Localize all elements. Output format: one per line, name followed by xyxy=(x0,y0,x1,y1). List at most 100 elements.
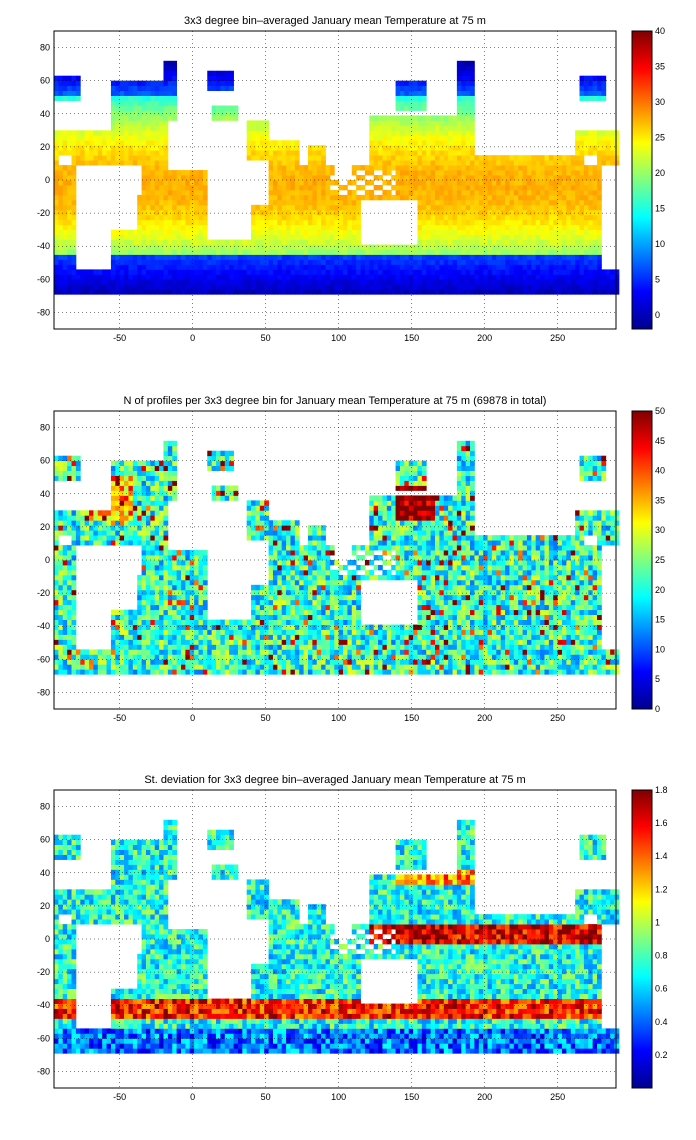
heatmap-cell xyxy=(237,249,243,255)
heatmap-cell xyxy=(159,95,164,101)
heatmap-cell xyxy=(588,229,594,236)
heatmap-cell xyxy=(448,184,453,191)
heatmap-cell xyxy=(154,284,160,290)
heatmap-cell xyxy=(255,254,261,260)
heatmap-cell xyxy=(132,500,138,506)
heatmap-cell xyxy=(75,460,81,467)
heatmap-cell xyxy=(426,145,432,151)
heatmap-cell xyxy=(299,214,305,221)
heatmap-cell xyxy=(531,175,537,181)
heatmap-cell xyxy=(421,135,427,141)
heatmap-cell xyxy=(172,659,178,665)
heatmap-cell xyxy=(461,249,467,255)
heatmap-cell xyxy=(465,95,471,101)
heatmap-cell xyxy=(321,184,326,191)
heatmap-cell xyxy=(491,219,497,226)
heatmap-cell xyxy=(579,184,585,191)
heatmap-cell xyxy=(505,199,510,206)
heatmap-cell xyxy=(426,165,432,171)
heatmap-cell xyxy=(483,175,488,181)
heatmap-cell xyxy=(93,510,99,516)
heatmap-cell xyxy=(233,654,239,660)
heatmap-cell xyxy=(124,110,129,116)
heatmap-cell xyxy=(259,125,265,131)
heatmap-cell xyxy=(597,145,602,151)
heatmap-cell xyxy=(465,259,471,265)
heatmap-cell xyxy=(277,284,283,290)
heatmap-cell xyxy=(434,155,440,161)
heatmap-cell xyxy=(159,525,164,531)
heatmap-cell xyxy=(145,584,151,591)
heatmap-cell xyxy=(382,269,388,275)
heatmap-cell xyxy=(509,165,515,171)
heatmap-cell xyxy=(474,209,480,216)
heatmap-cell xyxy=(378,135,383,141)
heatmap-cell xyxy=(259,525,265,531)
heatmap-cell xyxy=(145,234,151,240)
heatmap-cell xyxy=(80,669,86,675)
heatmap-cell xyxy=(246,525,252,531)
heatmap-cell xyxy=(566,289,572,295)
heatmap-cell xyxy=(110,150,116,156)
heatmap-cell xyxy=(141,214,147,221)
heatmap-cell xyxy=(347,189,353,196)
heatmap-cell xyxy=(470,135,475,141)
heatmap-cell xyxy=(181,264,186,270)
heatmap-cell xyxy=(124,284,129,290)
heatmap-cell xyxy=(211,644,217,650)
heatmap-cell xyxy=(255,624,261,630)
heatmap-cell xyxy=(106,510,112,516)
heatmap-cell xyxy=(452,130,458,136)
heatmap-cell xyxy=(237,279,243,285)
heatmap-cell xyxy=(592,90,598,96)
heatmap-cell xyxy=(237,619,243,625)
heatmap-cell xyxy=(399,150,405,156)
heatmap-cell xyxy=(592,234,598,240)
heatmap-cell xyxy=(268,239,274,245)
heatmap-cell xyxy=(325,234,331,240)
heatmap-cell xyxy=(321,180,326,186)
heatmap-cell xyxy=(421,204,427,211)
heatmap-cell xyxy=(194,189,199,196)
heatmap-cell xyxy=(382,254,388,260)
heatmap-cell xyxy=(465,125,471,131)
heatmap-cell xyxy=(150,145,156,151)
heatmap-cell xyxy=(373,249,379,255)
heatmap-cell xyxy=(299,239,305,245)
heatmap-cell xyxy=(531,199,537,206)
heatmap-cell xyxy=(272,264,278,270)
heatmap-cell xyxy=(58,654,64,660)
heatmap-cell xyxy=(312,175,318,181)
heatmap-cell xyxy=(154,659,160,665)
heatmap-cell xyxy=(294,289,300,295)
heatmap-cell xyxy=(71,194,77,201)
heatmap-cell xyxy=(417,214,423,221)
heatmap-cell xyxy=(71,189,77,196)
heatmap-cell xyxy=(141,465,147,471)
heatmap-cell xyxy=(62,85,68,91)
heatmap-cell xyxy=(106,515,112,521)
heatmap-cell xyxy=(154,120,160,126)
heatmap-cell xyxy=(434,264,440,270)
heatmap-cell xyxy=(356,284,361,290)
heatmap-cell xyxy=(67,279,72,285)
heatmap-cell xyxy=(439,244,445,250)
heatmap-cell xyxy=(233,269,239,275)
heatmap-cell xyxy=(58,239,64,245)
heatmap-cell xyxy=(553,249,559,255)
heatmap-cell xyxy=(62,654,68,660)
heatmap-cell xyxy=(119,249,125,255)
heatmap-cell xyxy=(334,274,340,280)
heatmap-cell xyxy=(251,654,256,660)
heatmap-cell xyxy=(58,515,64,521)
heatmap-cell xyxy=(189,574,195,581)
heatmap-cell xyxy=(229,460,234,467)
heatmap-cell xyxy=(456,269,462,275)
heatmap-cell xyxy=(145,475,151,481)
heatmap-cell xyxy=(58,289,64,295)
heatmap-cell xyxy=(159,199,164,206)
heatmap-cell xyxy=(540,209,545,216)
heatmap-cell xyxy=(115,254,121,260)
heatmap-cell xyxy=(575,175,580,181)
heatmap-cell xyxy=(67,669,72,675)
